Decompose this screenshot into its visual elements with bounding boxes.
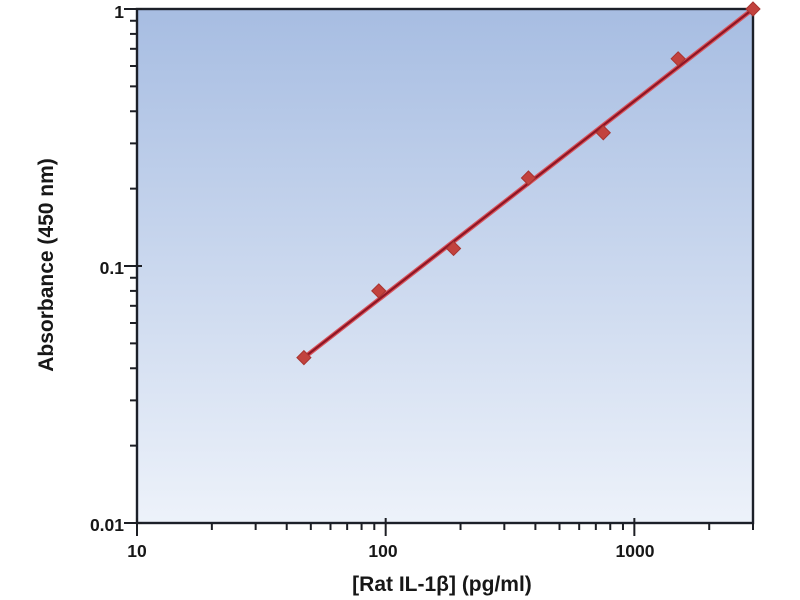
y-tick-label-1: 1 bbox=[114, 2, 124, 22]
data-point-marker bbox=[296, 349, 312, 366]
plot-dynamic-layer bbox=[124, 1, 761, 536]
y-axis-title: Absorbance (450 nm) bbox=[35, 158, 58, 372]
x-tick-label-1000: 1000 bbox=[616, 541, 655, 561]
plot-area bbox=[135, 7, 755, 525]
data-point-marker bbox=[520, 170, 537, 186]
data-point-marker bbox=[371, 283, 387, 299]
data-point-marker bbox=[745, 1, 761, 17]
x-axis-title: [Rat IL-1β] (pg/ml) bbox=[352, 573, 532, 596]
data-point-marker bbox=[595, 125, 611, 141]
y-tick-label-0.1: 0.1 bbox=[100, 258, 125, 278]
y-tick-label-0.01: 0.01 bbox=[90, 515, 124, 535]
data-point-marker bbox=[670, 51, 686, 67]
x-tick-label-100: 100 bbox=[368, 541, 397, 561]
data-point-marker bbox=[445, 240, 462, 257]
x-tick-label-10: 10 bbox=[127, 541, 147, 561]
